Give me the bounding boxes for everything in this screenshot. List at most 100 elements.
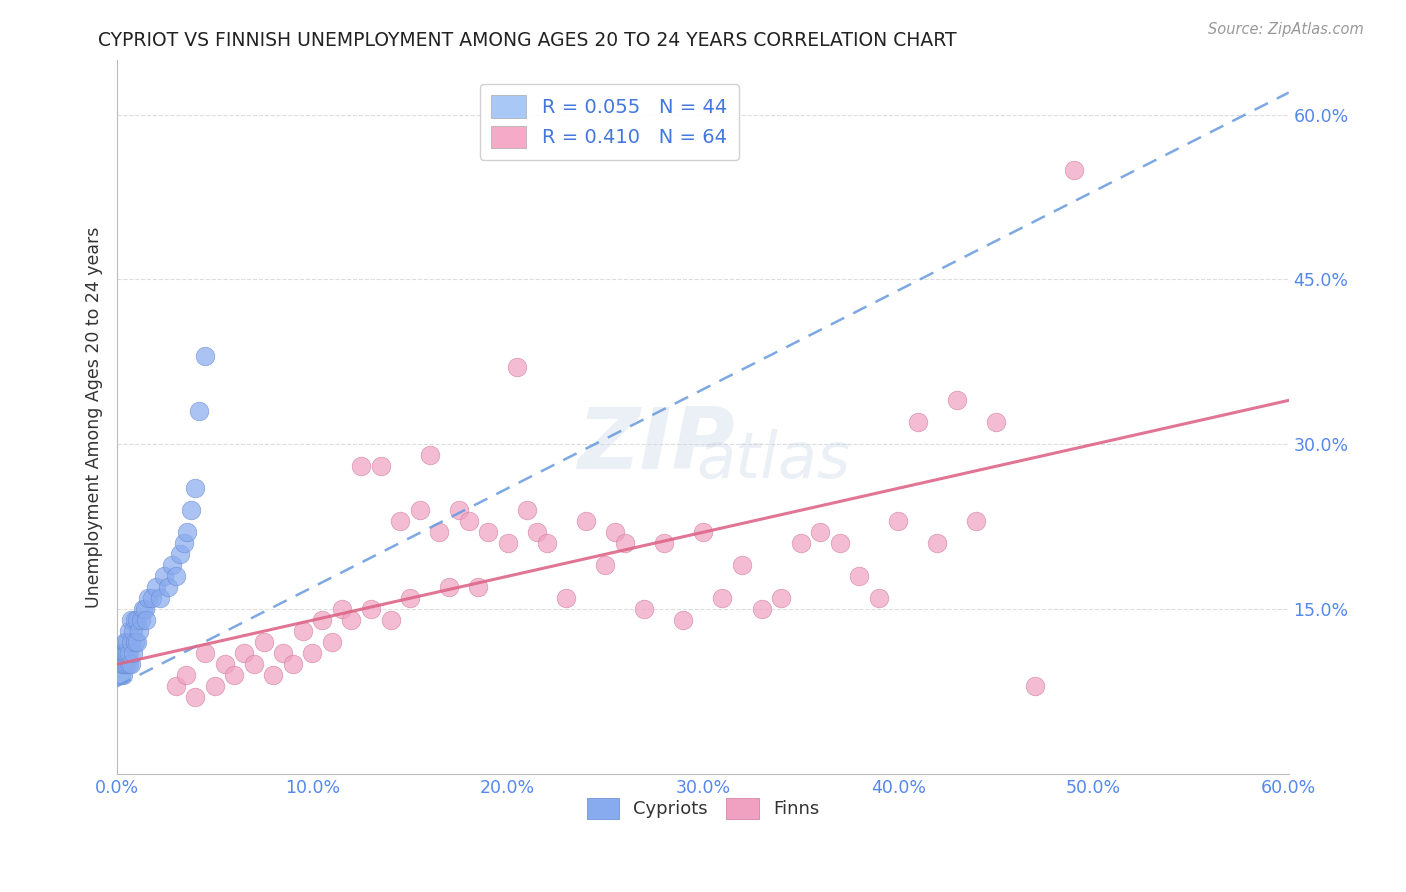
Point — [340, 613, 363, 627]
Point — [125, 613, 148, 627]
Point — [360, 602, 382, 616]
Point — [121, 646, 143, 660]
Point — [731, 558, 754, 573]
Point — [526, 525, 548, 540]
Point — [672, 613, 695, 627]
Point — [536, 536, 558, 550]
Point — [114, 646, 136, 660]
Point — [751, 602, 773, 616]
Point — [135, 613, 157, 627]
Point — [370, 459, 392, 474]
Point — [120, 613, 142, 627]
Point — [555, 591, 578, 606]
Point — [138, 591, 160, 606]
Point — [409, 503, 432, 517]
Point — [115, 635, 138, 649]
Point — [204, 679, 226, 693]
Point — [118, 646, 141, 660]
Point — [984, 415, 1007, 429]
Point — [124, 635, 146, 649]
Point — [808, 525, 831, 540]
Point — [506, 360, 529, 375]
Point — [652, 536, 675, 550]
Point — [149, 591, 172, 606]
Point — [118, 624, 141, 639]
Point — [110, 646, 132, 660]
Point — [467, 580, 489, 594]
Point — [134, 602, 156, 616]
Point — [184, 481, 207, 495]
Point — [828, 536, 851, 550]
Point — [112, 657, 135, 672]
Point — [595, 558, 617, 573]
Point — [184, 690, 207, 705]
Point — [253, 635, 276, 649]
Point — [160, 558, 183, 573]
Point — [477, 525, 499, 540]
Point — [330, 602, 353, 616]
Point — [399, 591, 422, 606]
Y-axis label: Unemployment Among Ages 20 to 24 years: Unemployment Among Ages 20 to 24 years — [86, 227, 103, 607]
Text: CYPRIOT VS FINNISH UNEMPLOYMENT AMONG AGES 20 TO 24 YEARS CORRELATION CHART: CYPRIOT VS FINNISH UNEMPLOYMENT AMONG AG… — [98, 31, 957, 50]
Point — [965, 514, 987, 528]
Point — [789, 536, 811, 550]
Point — [262, 668, 284, 682]
Point — [173, 536, 195, 550]
Point — [194, 646, 217, 660]
Point — [125, 635, 148, 649]
Point — [321, 635, 343, 649]
Point — [311, 613, 333, 627]
Point — [350, 459, 373, 474]
Point — [194, 350, 217, 364]
Point — [868, 591, 890, 606]
Point — [145, 580, 167, 594]
Point — [124, 613, 146, 627]
Point — [174, 668, 197, 682]
Point — [110, 657, 132, 672]
Legend: Cypriots, Finns: Cypriots, Finns — [579, 790, 827, 826]
Point — [120, 657, 142, 672]
Point — [115, 646, 138, 660]
Point — [633, 602, 655, 616]
Point — [120, 635, 142, 649]
Point — [180, 503, 202, 517]
Point — [110, 668, 132, 682]
Point — [112, 668, 135, 682]
Point — [165, 679, 187, 693]
Point — [945, 393, 967, 408]
Text: Source: ZipAtlas.com: Source: ZipAtlas.com — [1208, 22, 1364, 37]
Point — [770, 591, 793, 606]
Point — [114, 635, 136, 649]
Point — [169, 547, 191, 561]
Point — [271, 646, 294, 660]
Point — [927, 536, 949, 550]
Point — [114, 657, 136, 672]
Point — [233, 646, 256, 660]
Point — [121, 624, 143, 639]
Point — [516, 503, 538, 517]
Point — [1024, 679, 1046, 693]
Point — [141, 591, 163, 606]
Point — [291, 624, 314, 639]
Point — [496, 536, 519, 550]
Point — [128, 624, 150, 639]
Point — [153, 569, 176, 583]
Point — [907, 415, 929, 429]
Point — [301, 646, 323, 660]
Point — [848, 569, 870, 583]
Text: atlas: atlas — [696, 429, 851, 491]
Point — [131, 602, 153, 616]
Point — [437, 580, 460, 594]
Point — [887, 514, 910, 528]
Point — [457, 514, 479, 528]
Point — [427, 525, 450, 540]
Point — [115, 657, 138, 672]
Point — [188, 404, 211, 418]
Point — [214, 657, 236, 672]
Point — [224, 668, 246, 682]
Point — [613, 536, 636, 550]
Point — [243, 657, 266, 672]
Point — [380, 613, 402, 627]
Point — [1063, 162, 1085, 177]
Point — [692, 525, 714, 540]
